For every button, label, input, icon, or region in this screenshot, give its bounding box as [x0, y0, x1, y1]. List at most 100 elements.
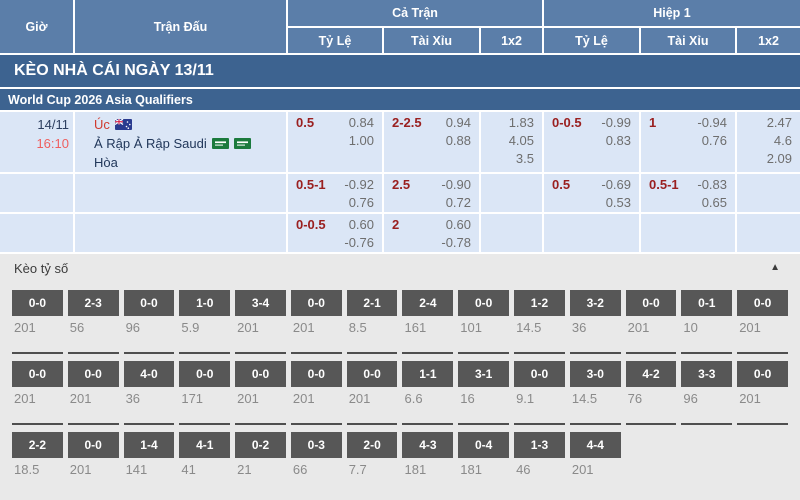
handicap-value: 2-2.5 [392, 115, 422, 130]
score-odds-cell[interactable]: 0-0 201 [12, 352, 63, 414]
handicap-value: 0.5 [552, 177, 571, 192]
h1-handicap-cell[interactable]: 0.5 -0.69 0.53 [544, 174, 639, 212]
h1-overunder-cell[interactable]: 1 -0.94 0.76 [641, 112, 735, 172]
score-odds-cell[interactable]: 0-4 181 [458, 423, 510, 485]
score-odds-value: 141 [125, 462, 148, 477]
ft-overunder-cell[interactable]: 2 0.60 -0.78 [384, 214, 479, 252]
score-odds-cell[interactable]: 0-2 21 [235, 423, 286, 485]
score-odds-cell[interactable]: 4-3 181 [402, 423, 454, 485]
odds-table-header: Giờ Trận Đấu Cả Trận Hiệp 1 Tỷ Lệ Tài Xỉ… [0, 0, 800, 53]
ft-1x2-cell [481, 174, 542, 212]
h1-1x2-cell [737, 214, 800, 252]
odds-value: 2.09 [766, 151, 792, 166]
score-odds-value: 56 [69, 320, 85, 335]
score-odds-value: 201 [237, 320, 259, 335]
score-odds-cell[interactable]: 3-4 201 [235, 288, 286, 343]
score-odds-cell[interactable]: 4-2 76 [625, 352, 677, 414]
away-team-name: Ả Rập Ả Rập Saudi [94, 136, 207, 151]
score-box: 0-0 [625, 290, 677, 316]
score-odds-cell[interactable]: 0-0 201 [12, 288, 63, 343]
score-odds-cell[interactable]: 0-0 201 [67, 352, 119, 414]
score-odds-cell[interactable]: 1-0 5.9 [179, 288, 231, 343]
handicap-value: 0-0.5 [296, 217, 326, 232]
ft-handicap-cell[interactable]: 0.5 0.84 1.00 [288, 112, 382, 172]
ft-handicap-cell[interactable]: 0.5-1 -0.92 0.76 [288, 174, 382, 212]
score-box: 0-3 [290, 432, 342, 458]
odds-values: 0.60 -0.78 [441, 216, 471, 252]
score-odds-cell[interactable]: 0-0 201 [737, 352, 788, 414]
score-box: 1-3 [514, 432, 565, 458]
score-odds-cell[interactable]: 2-2 18.5 [12, 423, 63, 485]
odds-values: 0.60 -0.76 [344, 216, 374, 252]
score-odds-value: 201 [69, 462, 92, 477]
score-odds-cell[interactable]: 0-0 201 [290, 352, 342, 414]
odds-values: -0.83 0.65 [697, 176, 727, 212]
odds-table-body: 14/11 16:10 Úc Ả Rập Ả Rập Saudi Hòa 0.5 0.84 1… [0, 112, 800, 252]
ft-overunder-cell[interactable]: 2-2.5 0.94 0.88 [384, 112, 479, 172]
match-teams-cell[interactable]: Úc Ả Rập Ả Rập Saudi Hòa [75, 112, 286, 172]
home-team-row: Úc [94, 115, 286, 134]
score-odds-cell[interactable]: 3-0 14.5 [569, 352, 621, 414]
score-odds-cell[interactable]: 1-3 46 [514, 423, 565, 485]
score-odds-cell[interactable]: 3-1 16 [458, 352, 510, 414]
score-odds-cell[interactable]: 0-0 171 [179, 352, 231, 414]
score-odds-cell[interactable]: 1-1 6.6 [402, 352, 454, 414]
score-box: 4-3 [402, 432, 454, 458]
score-odds-value: 101 [460, 320, 482, 335]
h1-1x2-cell[interactable]: 2.47 4.6 2.09 [737, 112, 800, 172]
score-odds-value: 36 [125, 391, 141, 406]
score-box: 0-0 [737, 361, 788, 387]
score-box: 3-4 [235, 290, 286, 316]
score-odds-cell[interactable]: 0-0 201 [235, 352, 286, 414]
score-odds-cell[interactable]: 4-1 41 [179, 423, 231, 485]
score-odds-cell[interactable]: 2-4 161 [402, 288, 454, 343]
score-box: 3-0 [569, 361, 621, 387]
daily-odds-banner: KÈO NHÀ CÁI NGÀY 13/11 [0, 55, 800, 87]
ft-overunder-cell[interactable]: 2.5 -0.90 0.72 [384, 174, 479, 212]
score-odds-cell[interactable]: 3-3 96 [681, 352, 733, 414]
ft-1x2-cell[interactable]: 1.83 4.05 3.5 [481, 112, 542, 172]
odds-value: -0.83 [697, 177, 727, 192]
score-odds-value: 201 [292, 391, 315, 406]
draw-label: Hòa [94, 155, 118, 170]
draw-row: Hòa [94, 153, 286, 172]
score-odds-cell[interactable]: 2-3 56 [67, 288, 119, 343]
odds-value: 1.00 [348, 133, 374, 148]
score-odds-value: 201 [69, 391, 92, 406]
h1-overunder-cell[interactable]: 0.5-1 -0.83 0.65 [641, 174, 735, 212]
score-odds-cell[interactable]: 0-0 201 [737, 288, 788, 343]
score-odds-value: 201 [237, 391, 259, 406]
score-odds-cell[interactable]: 2-1 8.5 [346, 288, 398, 343]
handicap-value: 0-0.5 [552, 115, 582, 130]
score-odds-cell[interactable]: 2-0 7.7 [346, 423, 398, 485]
score-odds-cell[interactable]: 0-0 101 [458, 288, 510, 343]
score-odds-cell[interactable]: 0-0 201 [290, 288, 342, 343]
score-odds-cell[interactable]: 0-0 9.1 [514, 352, 565, 414]
score-odds-cell[interactable]: 0-0 201 [67, 423, 119, 485]
score-odds-value: 21 [237, 462, 252, 477]
odds-value: 0.60 [445, 217, 471, 232]
score-odds-value: 6.6 [404, 391, 423, 406]
score-box: 0-0 [346, 361, 398, 387]
score-odds-cell[interactable]: 0-0 201 [346, 352, 398, 414]
score-box: 0-4 [458, 432, 510, 458]
odds-value: -0.78 [441, 235, 471, 250]
score-odds-cell[interactable]: 4-0 36 [123, 352, 175, 414]
score-odds-cell[interactable]: 0-1 10 [681, 288, 733, 343]
score-odds-cell[interactable]: 1-2 14.5 [514, 288, 565, 343]
match-time-cell: 14/11 16:10 [0, 112, 73, 172]
odds-values: -0.99 0.83 [601, 114, 631, 172]
score-odds-cell[interactable]: 0-0 96 [123, 288, 175, 343]
score-odds-cell[interactable]: 3-2 36 [569, 288, 621, 343]
score-odds-cell[interactable]: 0-3 66 [290, 423, 342, 485]
score-odds-cell[interactable]: 0-0 201 [625, 288, 677, 343]
score-box: 2-4 [402, 290, 454, 316]
score-odds-cell[interactable]: 4-4 201 [569, 423, 621, 485]
h1-handicap-cell[interactable]: 0-0.5 -0.99 0.83 [544, 112, 639, 172]
league-title-bar[interactable]: World Cup 2026 Asia Qualifiers [0, 89, 800, 110]
score-odds-cell[interactable]: 1-4 141 [123, 423, 175, 485]
ft-handicap-cell[interactable]: 0-0.5 0.60 -0.76 [288, 214, 382, 252]
correct-score-header[interactable]: Kèo tỷ số ▲ [0, 254, 800, 282]
match-teams-cell [75, 214, 286, 252]
